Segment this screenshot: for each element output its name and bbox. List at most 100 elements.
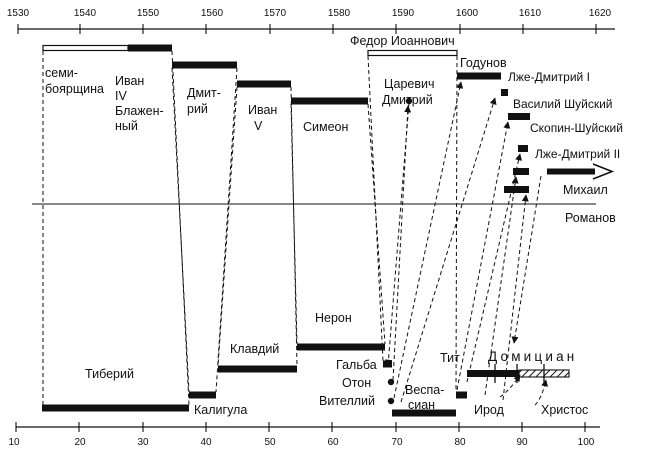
- top-tick-label: 1530: [7, 8, 30, 19]
- connector-line: [290, 103, 298, 345]
- top-labels: семи- боярщина Иван IV Блажен- ный Дмит-…: [45, 34, 623, 225]
- fyodor-bar: [367, 49, 458, 57]
- bottom-axis-tick-marks: [15, 422, 586, 432]
- bottom-tick-label: 20: [74, 437, 86, 448]
- false-dmitry-1-bar: [501, 89, 508, 96]
- simeon-bar: [291, 97, 368, 105]
- ruler-label-false-dmitry-2: Лже-Дмитрий II: [535, 147, 620, 161]
- bottom-tick-label: 60: [327, 437, 339, 448]
- top-tick-label: 1580: [328, 8, 351, 19]
- domitian-bar: [467, 370, 519, 377]
- dmitry-bar: [172, 61, 237, 69]
- christ-curve-arrow: [534, 379, 549, 406]
- top-tick-label: 1550: [137, 8, 160, 19]
- ruler-label-dmitry: Дмит- рий: [187, 86, 224, 116]
- arrow-line: [456, 121, 511, 391]
- bottom-tick-label: 80: [454, 437, 466, 448]
- bottom-tick-label: 100: [578, 437, 595, 448]
- ruler-label-galba: Гальба: [336, 358, 377, 372]
- bottom-tick-label: 90: [516, 437, 528, 448]
- dashed-connectors: [42, 50, 458, 406]
- vespasian-bar: [392, 409, 456, 417]
- arrow-line: [393, 81, 464, 399]
- top-axis-tick-marks: [17, 24, 597, 34]
- ruler-label-titus: Тит: [440, 351, 460, 365]
- bottom-tick-label: 40: [200, 437, 212, 448]
- interregnum-bar: [504, 186, 529, 193]
- connector-line: [217, 86, 238, 367]
- ruler-label-false-dmitry-1: Лже-Дмитрий I: [508, 70, 590, 84]
- godunov-bar: [457, 72, 501, 80]
- ruler-label-domitian: Домициан: [488, 349, 577, 364]
- semiboyarshchina-bar: [42, 44, 129, 52]
- arrow-line: [392, 105, 412, 381]
- shuisky-bar: [508, 113, 530, 120]
- top-tick-label: 1590: [392, 8, 415, 19]
- bottom-tick-label: 10: [8, 437, 20, 448]
- top-tick-label: 1610: [519, 8, 542, 19]
- ruler-label-godunov: Годунов: [460, 56, 507, 70]
- arrow-line: [511, 175, 542, 344]
- ruler-label-vespasian: Веспа- сиан: [405, 383, 448, 412]
- ruler-label-romanov: Романов: [565, 211, 616, 225]
- skopin-bar: [518, 145, 528, 152]
- connector-line: [215, 67, 238, 393]
- ruler-label-tsarevich: Царевич Дмитрий: [382, 77, 438, 107]
- top-tick-label: 1600: [456, 8, 479, 19]
- bottom-axis: 10 20 30 40 50 60 70 80 90 100: [8, 422, 600, 448]
- vitellius-dot: [387, 397, 395, 405]
- connector-line: [171, 50, 190, 406]
- ruler-label-christ: Христос: [541, 403, 588, 417]
- connector-line: [290, 86, 298, 367]
- mikhail-bar: [547, 168, 595, 175]
- ruler-label-herod: Ирод: [474, 403, 505, 417]
- connector-line: [171, 67, 190, 393]
- ruler-label-ivan-iv: Иван IV Блажен- ный: [115, 74, 167, 133]
- ruler-label-skopin: Скопин-Шуйский: [530, 121, 623, 135]
- mikhail-arrow-head: [592, 163, 615, 180]
- arrow-line: [502, 194, 529, 401]
- ruler-label-ivan-v: Иван V: [248, 103, 281, 133]
- bottom-labels: Тиберий Калигула Клавдий Нерон Гальба От…: [85, 311, 588, 417]
- galba-bar: [383, 360, 392, 368]
- ruler-label-mikhail: Михаил: [563, 183, 608, 197]
- ivan-iv-bar: [128, 44, 172, 52]
- top-tick-label: 1570: [264, 8, 287, 19]
- top-tick-label: 1620: [589, 8, 612, 19]
- tsarevich-dot: [405, 97, 413, 105]
- nero-bar: [297, 343, 385, 351]
- top-axis: 1530 1540 1550 1560 1570 1580 1590 1600 …: [7, 8, 615, 34]
- ruler-label-simeon: Симеон: [303, 120, 349, 134]
- ivan-v-bar: [237, 80, 291, 88]
- titus-bar: [456, 391, 467, 399]
- bottom-tick-label: 50: [264, 437, 276, 448]
- bottom-tick-label: 30: [137, 437, 149, 448]
- caligula-bar: [189, 391, 216, 399]
- otho-dot: [387, 378, 395, 386]
- dashed-arrows: [385, 81, 549, 406]
- arrow-line: [484, 176, 519, 396]
- ruler-label-semiboyarshchina: семи- боярщина: [45, 66, 104, 96]
- top-tick-label: 1540: [74, 8, 97, 19]
- arrow-line: [385, 102, 410, 367]
- tiberius-bar: [42, 404, 189, 412]
- top-reign-bars: [42, 44, 615, 193]
- ruler-label-vitellius: Вителлий: [319, 394, 375, 408]
- ruler-label-otho: Отон: [342, 376, 371, 390]
- false-dmitry-2-bar: [513, 168, 529, 175]
- top-tick-label: 1560: [201, 8, 224, 19]
- ruler-label-tiberius: Тиберий: [85, 367, 134, 381]
- ruler-label-shuisky: Василий Шуйский: [513, 97, 612, 111]
- ruler-label-caligula: Калигула: [194, 403, 247, 417]
- connector-line: [455, 55, 458, 393]
- bottom-reign-bars: [42, 343, 570, 417]
- ruler-label-claudius: Клавдий: [230, 342, 279, 356]
- connector-line: [367, 55, 384, 362]
- arrow-line: [466, 153, 522, 383]
- claudius-bar: [218, 365, 297, 373]
- bottom-tick-label: 70: [391, 437, 403, 448]
- ruler-label-fyodor: Федор Иоаннович: [350, 34, 455, 48]
- ruler-label-nero: Нерон: [315, 311, 352, 325]
- herod-curve-arrow: [499, 374, 521, 398]
